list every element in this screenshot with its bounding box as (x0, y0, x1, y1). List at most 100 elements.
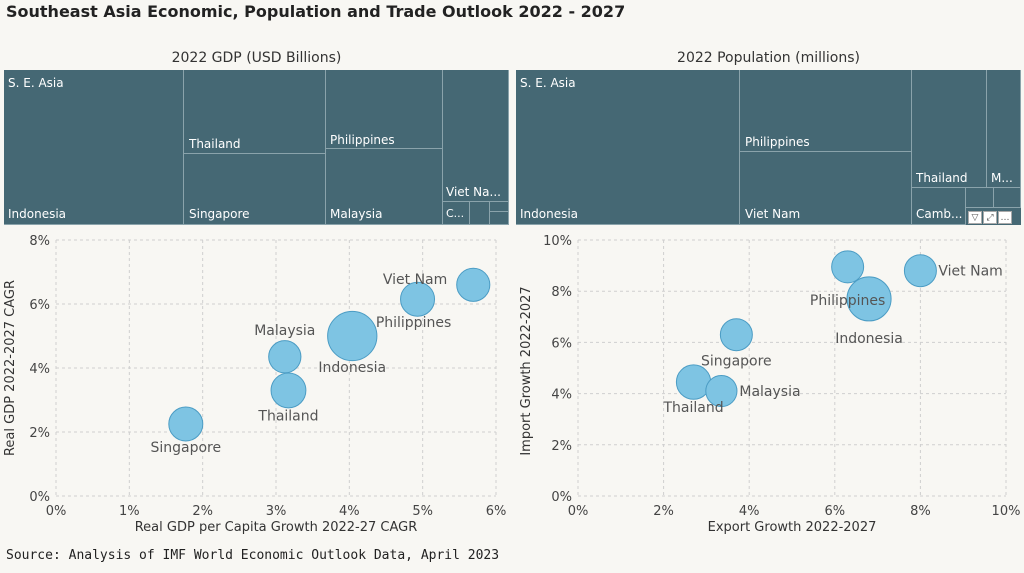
gdp-bubble-philippines[interactable] (400, 281, 436, 317)
gdp-tile-label-viet-nam: Viet Na... (446, 185, 501, 199)
trade-point-label: Malaysia (739, 384, 800, 400)
trade-scatter-x-axis-label: Export Growth 2022-2027 (708, 520, 877, 535)
gdp-tile-label-cambodia: C... (446, 207, 465, 220)
gdp-tile-viet-nam[interactable] (443, 70, 509, 202)
gdp-bubble-malaysia[interactable] (268, 340, 302, 374)
gdp-bubble-indonesia[interactable] (327, 310, 378, 362)
trade-scatter-points: Thailand Malaysia Singapore Philippines Indo… (662, 250, 1003, 416)
gdp-tile-thailand[interactable] (184, 70, 326, 154)
gdp-tile-philippines[interactable] (326, 70, 443, 149)
gdp-scatter-ticks: 0% 1% 2% 3% 4% 5% 6% 0% 2% 4% 6% 8% (29, 234, 506, 519)
trade-scatter-y-axis-label: Import Growth 2022-2027 (519, 286, 534, 455)
expand-icon[interactable]: ⤢ (983, 211, 997, 224)
trade-y-tick-label: 2% (551, 439, 572, 454)
gdp-bubble-singapore[interactable] (168, 406, 204, 442)
filter-icon[interactable]: ▽ (968, 211, 982, 224)
gdp-tile-indonesia[interactable] (4, 70, 184, 225)
gdp-scatter-y-axis-label: Real GDP 2022-2027 CAGR (3, 280, 18, 456)
gdp-tile-label-malaysia: Malaysia (330, 207, 383, 221)
gdp-bubble-viet-nam[interactable] (456, 267, 491, 302)
trade-bubble-malaysia[interactable] (705, 374, 738, 408)
gdp-bubble-thailand[interactable] (270, 372, 307, 409)
gdp-treemap-title: 2022 GDP (USD Billions) (171, 50, 342, 66)
pop-root-label: S. E. Asia (520, 76, 576, 90)
gdp-scatter-points: Singapore Thailand Malaysia Indonesia Philip… (150, 267, 491, 456)
gdp-x-tick-label: 2% (192, 504, 213, 519)
trade-scatter-grid (577, 239, 1007, 497)
gdp-tile-small-3[interactable] (490, 212, 509, 225)
gdp-point-label: Viet Nam (383, 272, 447, 288)
gdp-tile-label-indonesia: Indonesia (8, 207, 67, 221)
pop-tile-label-indonesia: Indonesia (520, 207, 579, 221)
gdp-treemap[interactable]: S. E. Asia Indonesia Thailand Singapore … (4, 70, 509, 225)
trade-y-tick-label: 0% (551, 490, 572, 505)
trade-y-tick-label: 4% (551, 388, 572, 403)
gdp-tile-singapore[interactable] (184, 154, 326, 225)
pop-tile-viet-nam[interactable] (740, 152, 912, 225)
more-icon[interactable]: … (998, 211, 1012, 224)
gdp-x-tick-label: 0% (46, 504, 67, 519)
pop-tile-small-2[interactable] (994, 188, 1021, 208)
gdp-tile-malaysia[interactable] (326, 149, 443, 225)
trade-x-tick-label: 4% (739, 504, 760, 519)
pop-tile-small-1[interactable] (966, 188, 994, 208)
trade-x-tick-label: 10% (992, 504, 1021, 519)
pop-tile-label-philippines: Philippines (745, 135, 810, 149)
pop-tile-indonesia[interactable] (516, 70, 740, 225)
trade-x-tick-label: 8% (910, 504, 931, 519)
gdp-tile-small-2[interactable] (490, 202, 509, 212)
trade-x-tick-label: 6% (824, 504, 845, 519)
dashboard-title: Southeast Asia Economic, Population and … (6, 2, 626, 21)
gdp-y-tick-label: 8% (29, 234, 50, 249)
gdp-point-label: Philippines (376, 315, 451, 331)
trade-bubble-viet-nam[interactable] (903, 254, 937, 288)
gdp-x-tick-label: 4% (339, 504, 360, 519)
pop-tile-label-thailand: Thailand (916, 171, 968, 185)
gdp-y-tick-label: 2% (29, 426, 50, 441)
trade-x-tick-label: 2% (653, 504, 674, 519)
gdp-tile-label-thailand: Thailand (189, 137, 241, 151)
pop-treemap-title: 2022 Population (millions) (677, 50, 860, 66)
trade-point-label: Philippines (810, 293, 885, 309)
gdp-point-label: Indonesia (318, 360, 386, 376)
pop-tile-myanmar[interactable] (987, 70, 1021, 188)
gdp-tile-label-philippines: Philippines (330, 133, 395, 147)
gdp-point-label: Malaysia (254, 323, 315, 339)
pop-treemap[interactable]: S. E. Asia Indonesia Philippines Viet Na… (516, 70, 1021, 225)
gdp-x-tick-label: 6% (486, 504, 507, 519)
trade-point-label: Singapore (701, 354, 772, 370)
gdp-y-tick-label: 4% (29, 362, 50, 377)
gdp-root-label: S. E. Asia (8, 76, 64, 90)
trade-point-label: Viet Nam (938, 264, 1002, 280)
trade-point-label: Indonesia (835, 331, 903, 347)
chart-toolbar: ▽ ⤢ … (968, 211, 1012, 224)
gdp-tile-cambodia[interactable] (443, 202, 470, 225)
gdp-x-tick-label: 5% (412, 504, 433, 519)
gdp-y-tick-label: 6% (29, 298, 50, 313)
gdp-point-label: Thailand (257, 408, 318, 424)
trade-y-tick-label: 8% (551, 285, 572, 300)
trade-bubble-thailand[interactable] (675, 364, 712, 400)
trade-bubble-singapore[interactable] (719, 318, 753, 352)
pop-tile-cambodia[interactable] (912, 188, 966, 225)
gdp-x-tick-label: 3% (266, 504, 287, 519)
trade-growth-scatter[interactable]: 0% 2% 4% 6% 8% 10% 0% 2% 4% 6% 8% 10% Thailand Malay… (512, 228, 1024, 540)
gdp-point-label: Singapore (150, 440, 221, 456)
trade-bubble-philippines[interactable] (831, 250, 865, 284)
pop-tile-label-myanmar: M... (991, 171, 1013, 185)
pop-tile-thailand[interactable] (912, 70, 987, 188)
gdp-x-tick-label: 1% (119, 504, 140, 519)
trade-point-label: Thailand (662, 400, 723, 416)
trade-scatter-ticks: 0% 2% 4% 6% 8% 10% 0% 2% 4% 6% 8% 10% (543, 234, 1020, 519)
gdp-growth-scatter[interactable]: 0% 1% 2% 3% 4% 5% 6% 0% 2% 4% 6% 8% Singapore Thaila… (0, 228, 512, 540)
trade-bubble-indonesia[interactable] (846, 276, 892, 322)
source-note: Source: Analysis of IMF World Economic O… (6, 548, 500, 563)
gdp-scatter-x-axis-label: Real GDP per Capita Growth 2022-27 CAGR (135, 520, 418, 535)
trade-x-tick-label: 0% (568, 504, 589, 519)
gdp-tile-label-singapore: Singapore (189, 207, 250, 221)
pop-tile-label-cambodia: Camb... (916, 207, 963, 221)
gdp-tile-small-1[interactable] (470, 202, 490, 225)
pop-tile-label-viet-nam: Viet Nam (745, 207, 801, 221)
pop-tile-philippines[interactable] (740, 70, 912, 152)
trade-y-tick-label: 6% (551, 336, 572, 351)
